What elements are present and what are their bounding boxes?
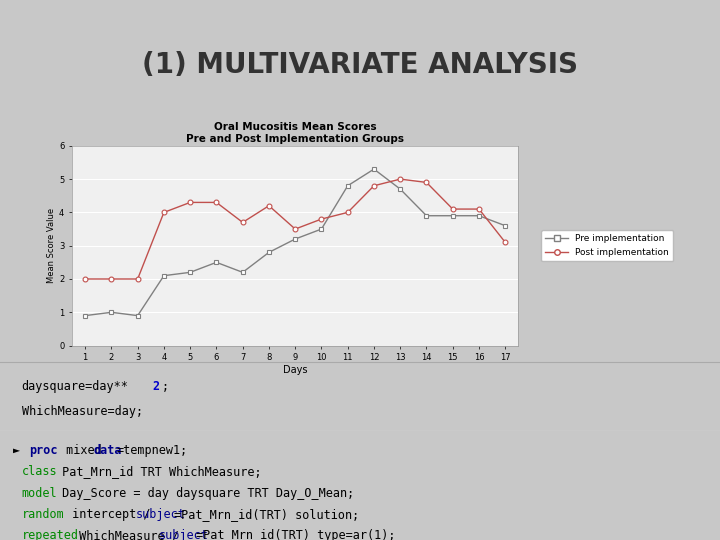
Y-axis label: Mean Score Value: Mean Score Value (48, 208, 56, 284)
Title: Oral Mucositis Mean Scores
Pre and Post Implementation Groups: Oral Mucositis Mean Scores Pre and Post … (186, 122, 404, 144)
Text: =Pat_Mrn_id(TRT) type=ar(1);: =Pat_Mrn_id(TRT) type=ar(1); (196, 529, 395, 540)
Text: Pat_Mrn_id TRT WhichMeasure;: Pat_Mrn_id TRT WhichMeasure; (55, 465, 262, 478)
Text: random: random (22, 508, 64, 521)
Text: =tempnew1;: =tempnew1; (117, 444, 188, 457)
Text: repeated: repeated (22, 529, 78, 540)
Text: ►: ► (13, 444, 20, 457)
Text: ;: ; (162, 380, 169, 393)
Legend: Pre implementation, Post implementation: Pre implementation, Post implementation (541, 230, 673, 261)
Text: subject: subject (135, 508, 185, 521)
Text: model: model (22, 487, 57, 500)
Text: mixed: mixed (59, 444, 109, 457)
Text: intercept /: intercept / (65, 508, 158, 521)
Text: WhichMeasure=day;: WhichMeasure=day; (22, 404, 143, 417)
Text: WhichMeasure /: WhichMeasure / (72, 529, 186, 540)
Text: class: class (22, 465, 57, 478)
Text: =Pat_Mrn_id(TRT) solution;: =Pat_Mrn_id(TRT) solution; (174, 508, 359, 521)
Text: daysquare=day**: daysquare=day** (22, 380, 128, 393)
X-axis label: Days: Days (283, 365, 307, 375)
Text: 2: 2 (153, 380, 160, 393)
Text: Day_Score = day daysquare TRT Day_O_Mean;: Day_Score = day daysquare TRT Day_O_Mean… (55, 487, 355, 500)
Text: proc: proc (29, 444, 58, 457)
Text: (1) MULTIVARIATE ANALYSIS: (1) MULTIVARIATE ANALYSIS (142, 51, 578, 79)
Text: data: data (94, 444, 122, 457)
Text: subject: subject (158, 529, 208, 540)
